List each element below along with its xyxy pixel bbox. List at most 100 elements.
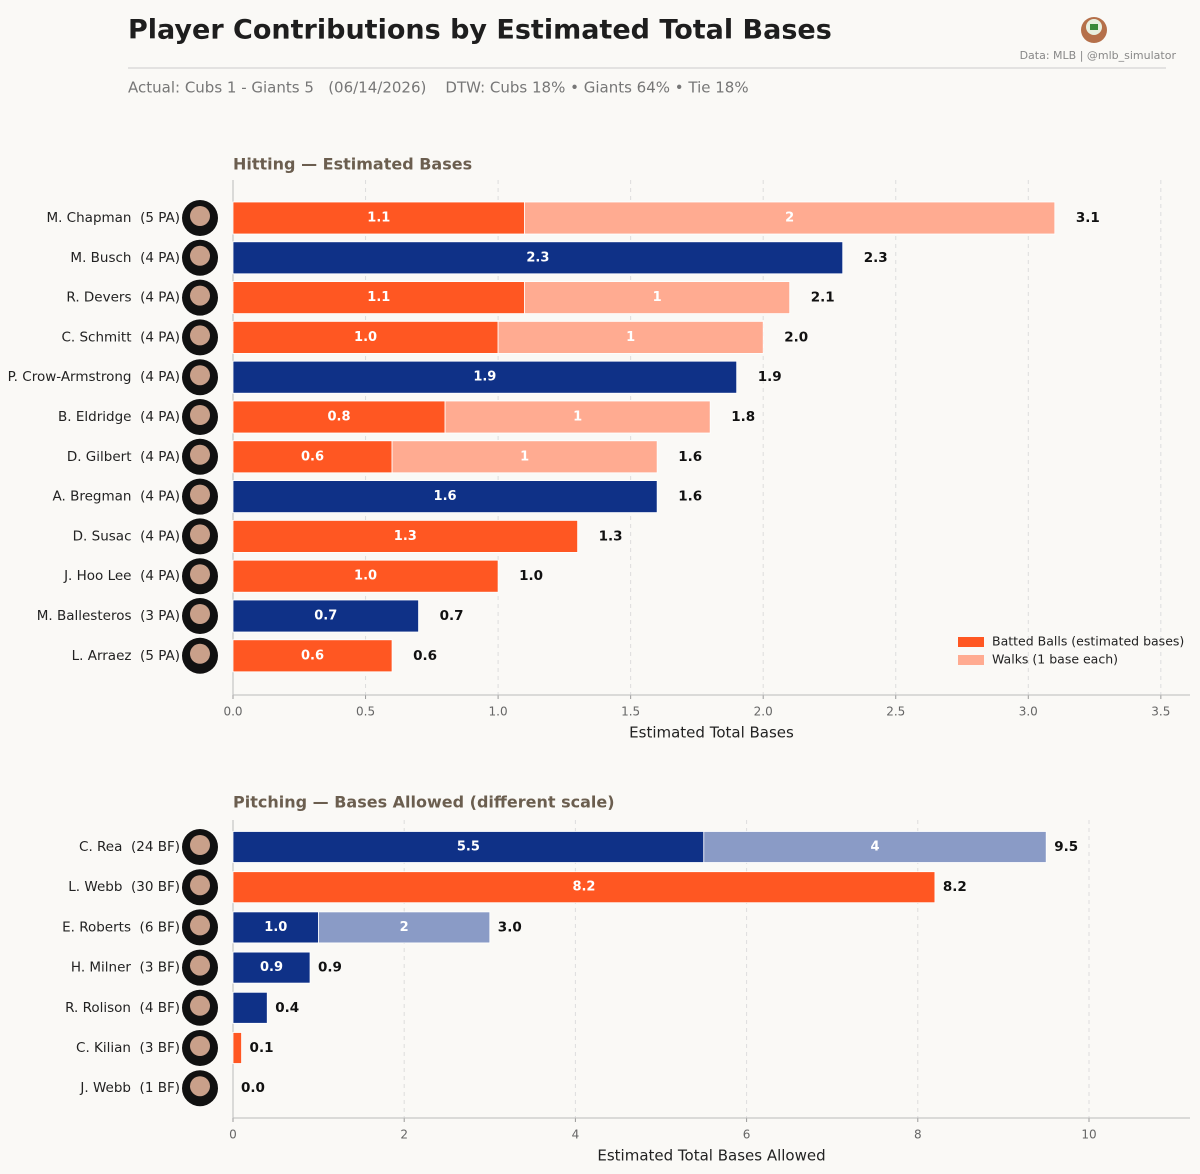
category-label: D. Gilbert (4 PA) bbox=[67, 449, 180, 465]
logo bbox=[1081, 17, 1107, 43]
bar-segment bbox=[444, 400, 711, 434]
segment-label: 0.8 bbox=[328, 410, 351, 425]
category-label: J. Webb (1 BF) bbox=[79, 1080, 180, 1096]
headshot-face bbox=[190, 995, 210, 1016]
legend-swatch bbox=[958, 655, 984, 665]
headshot-face bbox=[190, 1076, 210, 1097]
headshot-face bbox=[190, 1036, 210, 1056]
total-label: 8.2 bbox=[943, 879, 967, 895]
x-tick-label: 3.0 bbox=[1019, 705, 1038, 719]
category-label: R. Devers (4 PA) bbox=[66, 290, 180, 306]
subtitle: Actual: Cubs 1 - Giants 5 (06/14/2026) D… bbox=[128, 79, 749, 97]
headshot bbox=[182, 869, 218, 906]
x-tick-label: 3.5 bbox=[1151, 705, 1170, 719]
headshot bbox=[182, 359, 218, 396]
total-label: 1.3 bbox=[599, 528, 623, 544]
bar-segment bbox=[318, 911, 491, 944]
segment-label: 0.7 bbox=[314, 609, 337, 624]
headshot bbox=[182, 558, 218, 595]
headshot-face bbox=[190, 524, 210, 545]
headshot-face bbox=[190, 955, 210, 976]
headshot-face bbox=[190, 835, 210, 855]
headshot bbox=[182, 637, 218, 674]
headshot-face bbox=[190, 325, 210, 346]
bar-segment bbox=[703, 831, 1047, 863]
x-tick-label: 0.5 bbox=[356, 705, 375, 719]
chart-title: Hitting — Estimated Bases bbox=[233, 155, 472, 174]
headshot-face bbox=[190, 285, 210, 306]
category-label: M. Chapman (5 PA) bbox=[46, 210, 180, 226]
category-label: A. Bregman (4 PA) bbox=[53, 489, 180, 505]
segment-label: 1.0 bbox=[354, 330, 377, 345]
legend-swatch bbox=[958, 637, 984, 647]
total-label: 9.5 bbox=[1054, 839, 1078, 855]
legend-label: Walks (1 base each) bbox=[992, 652, 1118, 667]
segment-label: 1.0 bbox=[264, 920, 287, 935]
x-tick-label: 6 bbox=[743, 1128, 751, 1142]
total-label: 1.9 bbox=[758, 369, 782, 385]
bar-segment bbox=[232, 201, 526, 235]
headshot bbox=[182, 829, 218, 865]
category-label: E. Roberts (6 BF) bbox=[62, 919, 180, 935]
bar-segment bbox=[232, 871, 936, 904]
x-tick-label: 2.5 bbox=[886, 705, 905, 719]
total-label: 3.0 bbox=[498, 919, 522, 935]
x-axis-label: Estimated Total Bases Allowed bbox=[597, 1147, 825, 1165]
source: Data: MLB | @mlb_simulator bbox=[1020, 49, 1177, 62]
headshot bbox=[182, 598, 218, 634]
category-label: C. Kilian (3 BF) bbox=[76, 1040, 180, 1056]
headshot bbox=[182, 478, 218, 515]
total-label: 2.0 bbox=[784, 329, 808, 345]
bar-segment bbox=[232, 599, 419, 633]
headshot bbox=[182, 909, 218, 946]
total-label: 0.7 bbox=[440, 608, 464, 624]
bar-segment bbox=[232, 281, 526, 315]
x-tick-label: 2 bbox=[400, 1128, 408, 1142]
segment-label: 4 bbox=[870, 840, 879, 855]
headshot-face bbox=[190, 365, 210, 386]
segment-label: 0.9 bbox=[260, 960, 283, 975]
bar-segment bbox=[232, 1032, 242, 1064]
total-label: 3.1 bbox=[1076, 210, 1100, 226]
bar-segment bbox=[232, 360, 738, 394]
bar-segment bbox=[232, 639, 393, 673]
bar-segment bbox=[524, 281, 791, 315]
segment-label: 0.6 bbox=[301, 648, 324, 663]
legend-label: Batted Balls (estimated bases) bbox=[992, 634, 1184, 649]
headshot-face bbox=[190, 405, 210, 425]
headshot bbox=[182, 989, 218, 1026]
headshot-face bbox=[190, 875, 210, 896]
bar-segment bbox=[232, 400, 446, 434]
bar-segment bbox=[391, 440, 658, 474]
category-label: M. Busch (4 PA) bbox=[70, 250, 180, 266]
segment-label: 1 bbox=[573, 410, 582, 425]
headshot-face bbox=[190, 915, 210, 936]
headshot bbox=[182, 399, 218, 435]
total-label: 0.9 bbox=[318, 960, 342, 976]
headshot bbox=[182, 518, 218, 555]
total-label: 2.1 bbox=[811, 290, 835, 306]
category-label: B. Eldridge (4 PA) bbox=[58, 409, 180, 425]
x-tick-label: 4 bbox=[572, 1128, 580, 1142]
segment-label: 0.6 bbox=[301, 449, 324, 464]
bar-segment bbox=[232, 320, 499, 354]
category-label: D. Susac (4 PA) bbox=[73, 528, 180, 544]
headshot-face bbox=[190, 206, 210, 226]
category-label: R. Rolison (4 BF) bbox=[65, 1000, 180, 1016]
segment-label: 1 bbox=[653, 290, 662, 305]
segment-label: 2 bbox=[785, 211, 794, 226]
bar-segment bbox=[497, 320, 764, 354]
category-label: L. Webb (30 BF) bbox=[68, 879, 180, 895]
x-tick-label: 1.5 bbox=[621, 705, 640, 719]
bar-segment bbox=[232, 991, 268, 1024]
x-tick-label: 10 bbox=[1081, 1128, 1096, 1142]
x-axis-label: Estimated Total Bases bbox=[629, 724, 794, 742]
headshot bbox=[182, 438, 218, 475]
segment-label: 1.0 bbox=[354, 569, 377, 584]
total-label: 1.0 bbox=[519, 568, 543, 584]
segment-label: 1.6 bbox=[434, 489, 457, 504]
category-label: H. Milner (3 BF) bbox=[71, 960, 180, 976]
segment-label: 5.5 bbox=[457, 840, 480, 855]
